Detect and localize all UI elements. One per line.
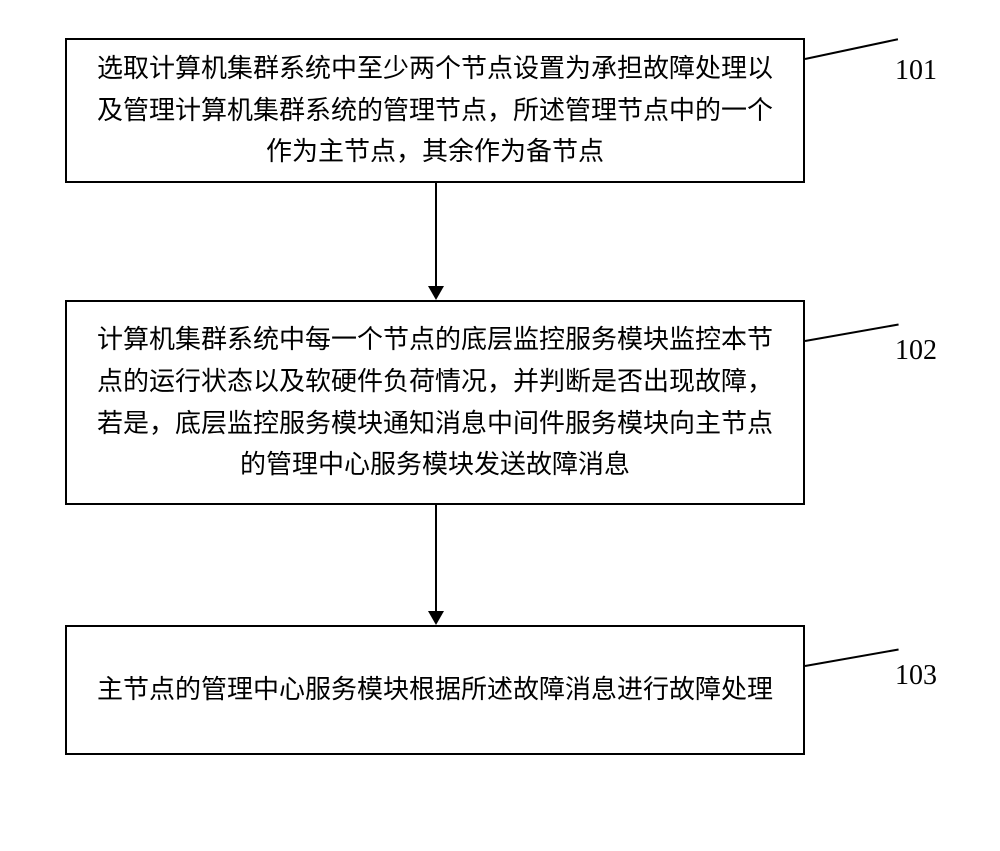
flow-step-102-text: 计算机集群系统中每一个节点的底层监控服务模块监控本节点的运行状态以及软硬件负荷情… xyxy=(87,319,783,485)
leader-line-102 xyxy=(805,324,899,342)
step-label-101: 101 xyxy=(895,55,937,87)
flow-step-103: 主节点的管理中心服务模块根据所述故障消息进行故障处理 xyxy=(65,625,805,755)
leader-line-103 xyxy=(805,649,899,667)
flow-step-101-text: 选取计算机集群系统中至少两个节点设置为承担故障处理以及管理计算机集群系统的管理节… xyxy=(87,48,783,173)
step-label-102: 102 xyxy=(895,335,937,367)
flow-step-102: 计算机集群系统中每一个节点的底层监控服务模块监控本节点的运行状态以及软硬件负荷情… xyxy=(65,300,805,505)
step-label-103: 103 xyxy=(895,660,937,692)
flow-step-103-text: 主节点的管理中心服务模块根据所述故障消息进行故障处理 xyxy=(97,669,773,711)
flowchart-container: 选取计算机集群系统中至少两个节点设置为承担故障处理以及管理计算机集群系统的管理节… xyxy=(0,0,1000,851)
arrow-101-to-102 xyxy=(435,183,437,300)
arrow-102-to-103 xyxy=(435,505,437,625)
leader-line-101 xyxy=(805,38,898,60)
flow-step-101: 选取计算机集群系统中至少两个节点设置为承担故障处理以及管理计算机集群系统的管理节… xyxy=(65,38,805,183)
